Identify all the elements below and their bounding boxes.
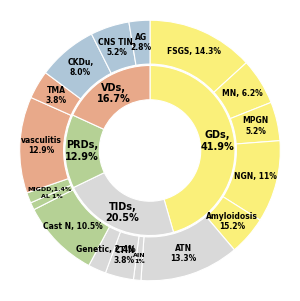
Text: Genetic, 2.4%: Genetic, 2.4% — [76, 245, 136, 254]
Wedge shape — [150, 20, 246, 92]
Wedge shape — [34, 190, 110, 265]
Text: TIDs,
20.5%: TIDs, 20.5% — [105, 202, 139, 223]
Wedge shape — [73, 66, 150, 129]
Text: AG
2.8%: AG 2.8% — [130, 33, 152, 52]
Text: CKDu,
8.0%: CKDu, 8.0% — [67, 58, 94, 77]
Text: ATN
13.3%: ATN 13.3% — [171, 244, 197, 263]
Wedge shape — [27, 178, 71, 203]
Text: CNS TIN,
5.2%: CNS TIN, 5.2% — [98, 38, 135, 57]
Text: CTIN
3.8%: CTIN 3.8% — [114, 246, 135, 265]
Wedge shape — [46, 34, 111, 99]
Text: Cast N, 10.5%: Cast N, 10.5% — [43, 222, 103, 231]
Text: TMA
3.8%: TMA 3.8% — [46, 86, 67, 105]
Text: VDs,
16.7%: VDs, 16.7% — [97, 82, 130, 104]
Wedge shape — [31, 185, 73, 210]
Wedge shape — [214, 63, 271, 119]
Text: Amyloidosis
15.2%: Amyloidosis 15.2% — [206, 212, 258, 231]
Wedge shape — [223, 141, 280, 220]
Text: MIGDD,1.4%: MIGDD,1.4% — [27, 188, 71, 192]
Wedge shape — [105, 232, 139, 280]
Wedge shape — [134, 236, 144, 281]
Text: AIN
1%: AIN 1% — [133, 253, 146, 264]
Text: GDs,
41.9%: GDs, 41.9% — [200, 130, 234, 152]
Text: NGN, 11%: NGN, 11% — [234, 172, 277, 181]
Wedge shape — [31, 73, 81, 115]
Text: PRDs,
12.9%: PRDs, 12.9% — [65, 140, 99, 162]
Text: FSGS, 14.3%: FSGS, 14.3% — [167, 47, 221, 56]
Wedge shape — [89, 227, 120, 273]
Text: MN, 6.2%: MN, 6.2% — [221, 88, 262, 98]
Wedge shape — [230, 102, 280, 144]
Wedge shape — [206, 197, 260, 250]
Wedge shape — [129, 20, 150, 65]
Text: vasculitis
12.9%: vasculitis 12.9% — [21, 136, 62, 156]
Wedge shape — [141, 216, 234, 281]
Wedge shape — [65, 115, 104, 188]
Text: MPGN
5.2%: MPGN 5.2% — [242, 116, 269, 136]
Wedge shape — [92, 22, 136, 73]
Wedge shape — [150, 66, 235, 232]
Wedge shape — [74, 172, 173, 235]
Text: AL 1%: AL 1% — [41, 194, 63, 199]
Wedge shape — [20, 98, 71, 193]
